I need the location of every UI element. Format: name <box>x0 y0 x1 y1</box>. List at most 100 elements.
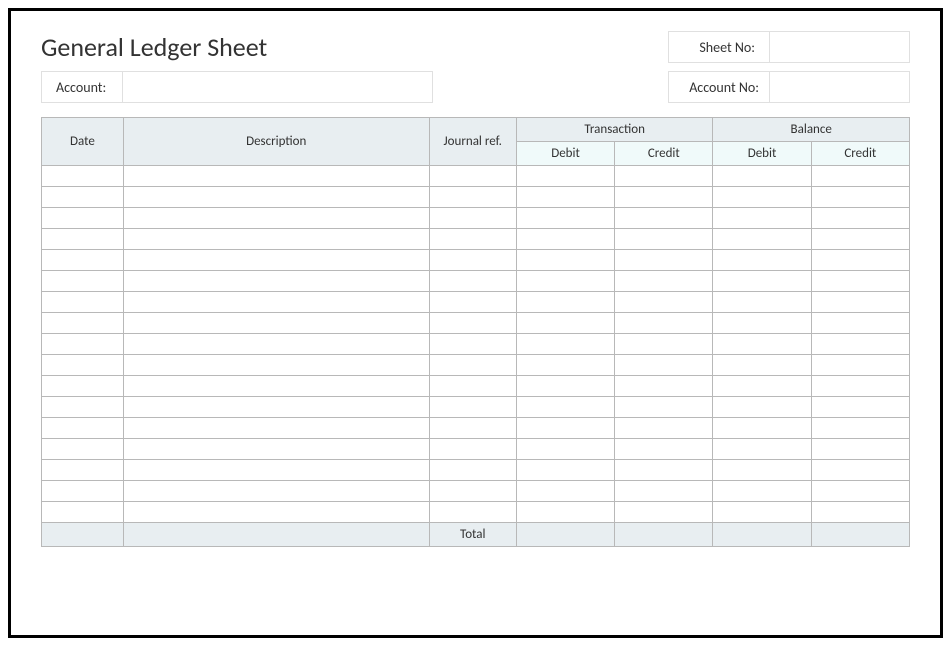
cell-b_debit[interactable] <box>713 397 811 418</box>
cell-b_debit[interactable] <box>713 418 811 439</box>
cell-t_debit[interactable] <box>516 376 614 397</box>
cell-b_credit[interactable] <box>811 208 909 229</box>
cell-description[interactable] <box>123 460 429 481</box>
cell-description[interactable] <box>123 418 429 439</box>
cell-journal_ref[interactable] <box>429 292 516 313</box>
cell-t_credit[interactable] <box>615 418 713 439</box>
cell-b_debit[interactable] <box>713 250 811 271</box>
cell-date[interactable] <box>42 439 124 460</box>
cell-date[interactable] <box>42 208 124 229</box>
cell-t_debit[interactable] <box>516 355 614 376</box>
cell-t_credit[interactable] <box>615 271 713 292</box>
cell-b_credit[interactable] <box>811 313 909 334</box>
cell-date[interactable] <box>42 376 124 397</box>
cell-t_debit[interactable] <box>516 271 614 292</box>
cell-date[interactable] <box>42 418 124 439</box>
cell-t_credit[interactable] <box>615 292 713 313</box>
cell-description[interactable] <box>123 271 429 292</box>
cell-t_credit[interactable] <box>615 334 713 355</box>
cell-b_debit[interactable] <box>713 187 811 208</box>
cell-t_credit[interactable] <box>615 376 713 397</box>
cell-t_debit[interactable] <box>516 208 614 229</box>
cell-b_credit[interactable] <box>811 250 909 271</box>
cell-t_debit[interactable] <box>516 250 614 271</box>
cell-journal_ref[interactable] <box>429 166 516 187</box>
sheet-no-input[interactable] <box>769 32 909 62</box>
cell-journal_ref[interactable] <box>429 397 516 418</box>
cell-b_debit[interactable] <box>713 460 811 481</box>
cell-b_debit[interactable] <box>713 229 811 250</box>
cell-b_credit[interactable] <box>811 376 909 397</box>
cell-t_credit[interactable] <box>615 502 713 523</box>
cell-journal_ref[interactable] <box>429 229 516 250</box>
cell-b_debit[interactable] <box>713 271 811 292</box>
cell-b_credit[interactable] <box>811 229 909 250</box>
cell-b_credit[interactable] <box>811 271 909 292</box>
cell-journal_ref[interactable] <box>429 481 516 502</box>
cell-b_credit[interactable] <box>811 166 909 187</box>
cell-journal_ref[interactable] <box>429 313 516 334</box>
cell-b_debit[interactable] <box>713 439 811 460</box>
cell-date[interactable] <box>42 313 124 334</box>
cell-journal_ref[interactable] <box>429 418 516 439</box>
cell-t_debit[interactable] <box>516 439 614 460</box>
cell-t_credit[interactable] <box>615 166 713 187</box>
cell-date[interactable] <box>42 250 124 271</box>
cell-b_debit[interactable] <box>713 166 811 187</box>
cell-t_debit[interactable] <box>516 397 614 418</box>
cell-t_debit[interactable] <box>516 502 614 523</box>
cell-description[interactable] <box>123 208 429 229</box>
cell-date[interactable] <box>42 502 124 523</box>
cell-t_debit[interactable] <box>516 460 614 481</box>
cell-b_credit[interactable] <box>811 397 909 418</box>
cell-description[interactable] <box>123 292 429 313</box>
cell-t_debit[interactable] <box>516 292 614 313</box>
cell-journal_ref[interactable] <box>429 439 516 460</box>
cell-description[interactable] <box>123 250 429 271</box>
cell-b_credit[interactable] <box>811 418 909 439</box>
cell-date[interactable] <box>42 460 124 481</box>
account-input[interactable] <box>122 72 432 102</box>
cell-description[interactable] <box>123 355 429 376</box>
cell-journal_ref[interactable] <box>429 460 516 481</box>
cell-b_debit[interactable] <box>713 355 811 376</box>
cell-b_credit[interactable] <box>811 187 909 208</box>
cell-date[interactable] <box>42 397 124 418</box>
cell-description[interactable] <box>123 376 429 397</box>
cell-date[interactable] <box>42 292 124 313</box>
cell-b_credit[interactable] <box>811 439 909 460</box>
cell-t_debit[interactable] <box>516 229 614 250</box>
cell-t_credit[interactable] <box>615 229 713 250</box>
cell-description[interactable] <box>123 502 429 523</box>
cell-t_debit[interactable] <box>516 166 614 187</box>
cell-date[interactable] <box>42 355 124 376</box>
cell-journal_ref[interactable] <box>429 250 516 271</box>
cell-t_debit[interactable] <box>516 334 614 355</box>
cell-t_debit[interactable] <box>516 187 614 208</box>
cell-b_debit[interactable] <box>713 376 811 397</box>
cell-date[interactable] <box>42 271 124 292</box>
cell-b_credit[interactable] <box>811 460 909 481</box>
cell-b_credit[interactable] <box>811 481 909 502</box>
cell-description[interactable] <box>123 187 429 208</box>
cell-description[interactable] <box>123 481 429 502</box>
cell-journal_ref[interactable] <box>429 355 516 376</box>
cell-journal_ref[interactable] <box>429 271 516 292</box>
cell-t_credit[interactable] <box>615 250 713 271</box>
cell-journal_ref[interactable] <box>429 208 516 229</box>
cell-date[interactable] <box>42 166 124 187</box>
cell-b_credit[interactable] <box>811 355 909 376</box>
cell-date[interactable] <box>42 187 124 208</box>
cell-journal_ref[interactable] <box>429 334 516 355</box>
cell-date[interactable] <box>42 481 124 502</box>
cell-description[interactable] <box>123 439 429 460</box>
cell-t_credit[interactable] <box>615 187 713 208</box>
cell-b_debit[interactable] <box>713 334 811 355</box>
cell-journal_ref[interactable] <box>429 502 516 523</box>
cell-t_credit[interactable] <box>615 481 713 502</box>
cell-t_debit[interactable] <box>516 418 614 439</box>
cell-b_debit[interactable] <box>713 208 811 229</box>
cell-t_credit[interactable] <box>615 355 713 376</box>
cell-date[interactable] <box>42 229 124 250</box>
account-no-input[interactable] <box>769 72 909 102</box>
